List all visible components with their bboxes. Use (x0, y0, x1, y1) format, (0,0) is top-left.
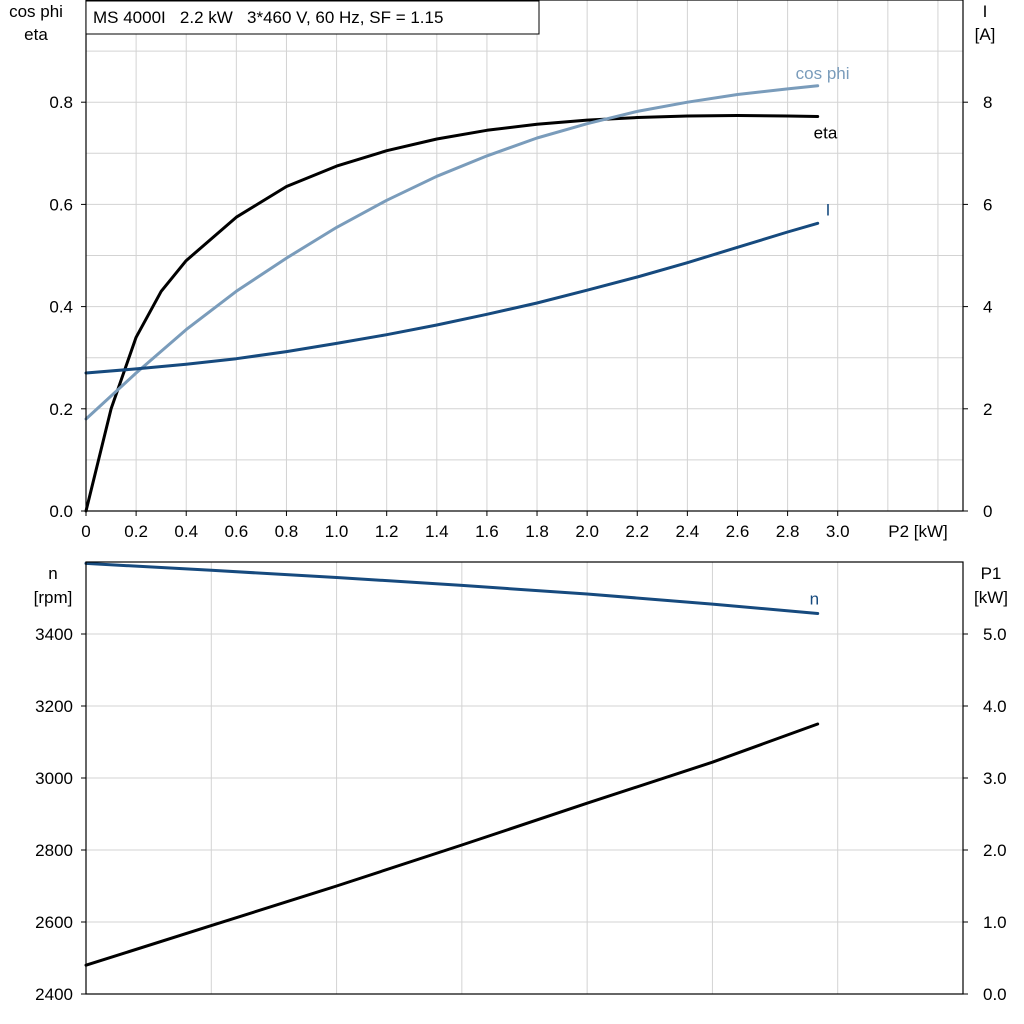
bottom-left-tick-label: 2600 (35, 913, 73, 932)
x-tick-label: 0 (81, 522, 90, 541)
bottom-left-axis-title: n [rpm] (34, 564, 73, 607)
bottom-left-tick-label: 2400 (35, 985, 73, 1004)
top-curve-eta (84, 114, 820, 513)
bottom-right-tick-label: 0.0 (983, 985, 1007, 1004)
bottom-left-tick-label: 3000 (35, 769, 73, 788)
top-curve-i (84, 221, 820, 375)
chart-title: MS 4000I 2.2 kW 3*460 V, 60 Hz, SF = 1.1… (93, 8, 443, 27)
top-panel: 0.0 0.2 0.4 0.6 0.8 0 2 4 6 8 0 0.2 0.4 0.6 0.8 1.0 1.2 1… (9, 0, 995, 541)
x-tick-label: 2.2 (625, 522, 649, 541)
x-tick-label: 0.2 (124, 522, 148, 541)
bottom-right-axis-title: P1 [kW] (974, 564, 1008, 607)
bottom-left-tick-label: 2800 (35, 841, 73, 860)
chart-title-box: MS 4000I 2.2 kW 3*460 V, 60 Hz, SF = 1.1… (85, 0, 540, 35)
top-curves (84, 84, 820, 513)
bottom-ticks: 2400 2600 2800 3000 3200 3400 0.0 1.0 2.0 3.0 4.0 5… (35, 625, 1006, 1004)
bottom-right-tick-label: 1.0 (983, 913, 1007, 932)
x-tick-label: 1.8 (525, 522, 549, 541)
top-right-tick-label: 2 (983, 400, 992, 419)
bottom-right-tick-label: 4.0 (983, 697, 1007, 716)
top-ticks: 0.0 0.2 0.4 0.6 0.8 0 2 4 6 8 0 0.2 0.4 0.6 0.8 1.0 1.2 1… (49, 93, 992, 541)
bottom-left-axis-title-line-2: [rpm] (34, 588, 73, 607)
bottom-right-tick-label: 5.0 (983, 625, 1007, 644)
x-axis-title: P2 [kW] (888, 522, 948, 541)
top-series-label-eta: eta (814, 124, 838, 143)
chart-title-background (85, 0, 540, 35)
top-right-tick-label: 0 (983, 502, 992, 521)
top-left-tick-label: 0.0 (49, 502, 73, 521)
x-tick-label: 0.4 (174, 522, 198, 541)
bottom-right-axis-title-line-2: [kW] (974, 588, 1008, 607)
top-right-axis-title-line-1: I (983, 2, 988, 21)
x-tick-label: 2.0 (575, 522, 599, 541)
top-right-tick-label: 6 (983, 195, 992, 214)
top-series-label-i: I (826, 200, 831, 219)
bottom-left-tick-label: 3200 (35, 697, 73, 716)
bottom-series-label-n: n (810, 589, 819, 608)
top-left-axis-title: cos phi eta (9, 2, 63, 44)
top-plot-frame (85, 0, 964, 512)
bottom-curve-n (84, 561, 820, 615)
top-left-axis-title-line-2: eta (24, 25, 48, 44)
top-curve-cos-phi (84, 84, 820, 421)
top-right-axis-title-line-2: [A] (975, 25, 996, 44)
bottom-panel: 2400 2600 2800 3000 3200 3400 0.0 1.0 2.0 3.0 4.0 5… (34, 561, 1008, 1004)
x-tick-label: 1.4 (425, 522, 449, 541)
top-left-tick-label: 0.2 (49, 400, 73, 419)
top-left-tick-label: 0.6 (49, 195, 73, 214)
top-right-axis-title: I [A] (975, 2, 996, 44)
bottom-left-tick-label: 3400 (35, 625, 73, 644)
x-tick-label: 1.2 (375, 522, 399, 541)
x-tick-label: 0.6 (225, 522, 249, 541)
top-right-tick-label: 8 (983, 93, 992, 112)
top-series-labels: eta cos phi I (796, 64, 850, 219)
top-left-tick-label: 0.8 (49, 93, 73, 112)
bottom-curves (84, 561, 820, 967)
bottom-right-tick-label: 3.0 (983, 769, 1007, 788)
x-tick-label: 2.8 (776, 522, 800, 541)
top-series-label-cos-phi: cos phi (796, 64, 850, 83)
top-left-tick-label: 0.4 (49, 298, 73, 317)
bottom-right-axis-title-line-1: P1 (981, 564, 1002, 583)
bottom-grid (86, 562, 963, 994)
x-tick-label: 1.6 (475, 522, 499, 541)
x-tick-label: 0.8 (275, 522, 299, 541)
top-grid (86, 0, 963, 511)
bottom-left-axis-title-line-1: n (48, 564, 57, 583)
top-right-tick-label: 4 (983, 298, 992, 317)
x-tick-label: 2.4 (676, 522, 700, 541)
bottom-right-tick-label: 2.0 (983, 841, 1007, 860)
bottom-curve-p1 (84, 722, 820, 967)
x-tick-label: 1.0 (325, 522, 349, 541)
bottom-series-labels: n (810, 589, 819, 608)
x-tick-label: 3.0 (826, 522, 850, 541)
x-tick-label: 2.6 (726, 522, 750, 541)
top-left-axis-title-line-1: cos phi (9, 2, 63, 21)
